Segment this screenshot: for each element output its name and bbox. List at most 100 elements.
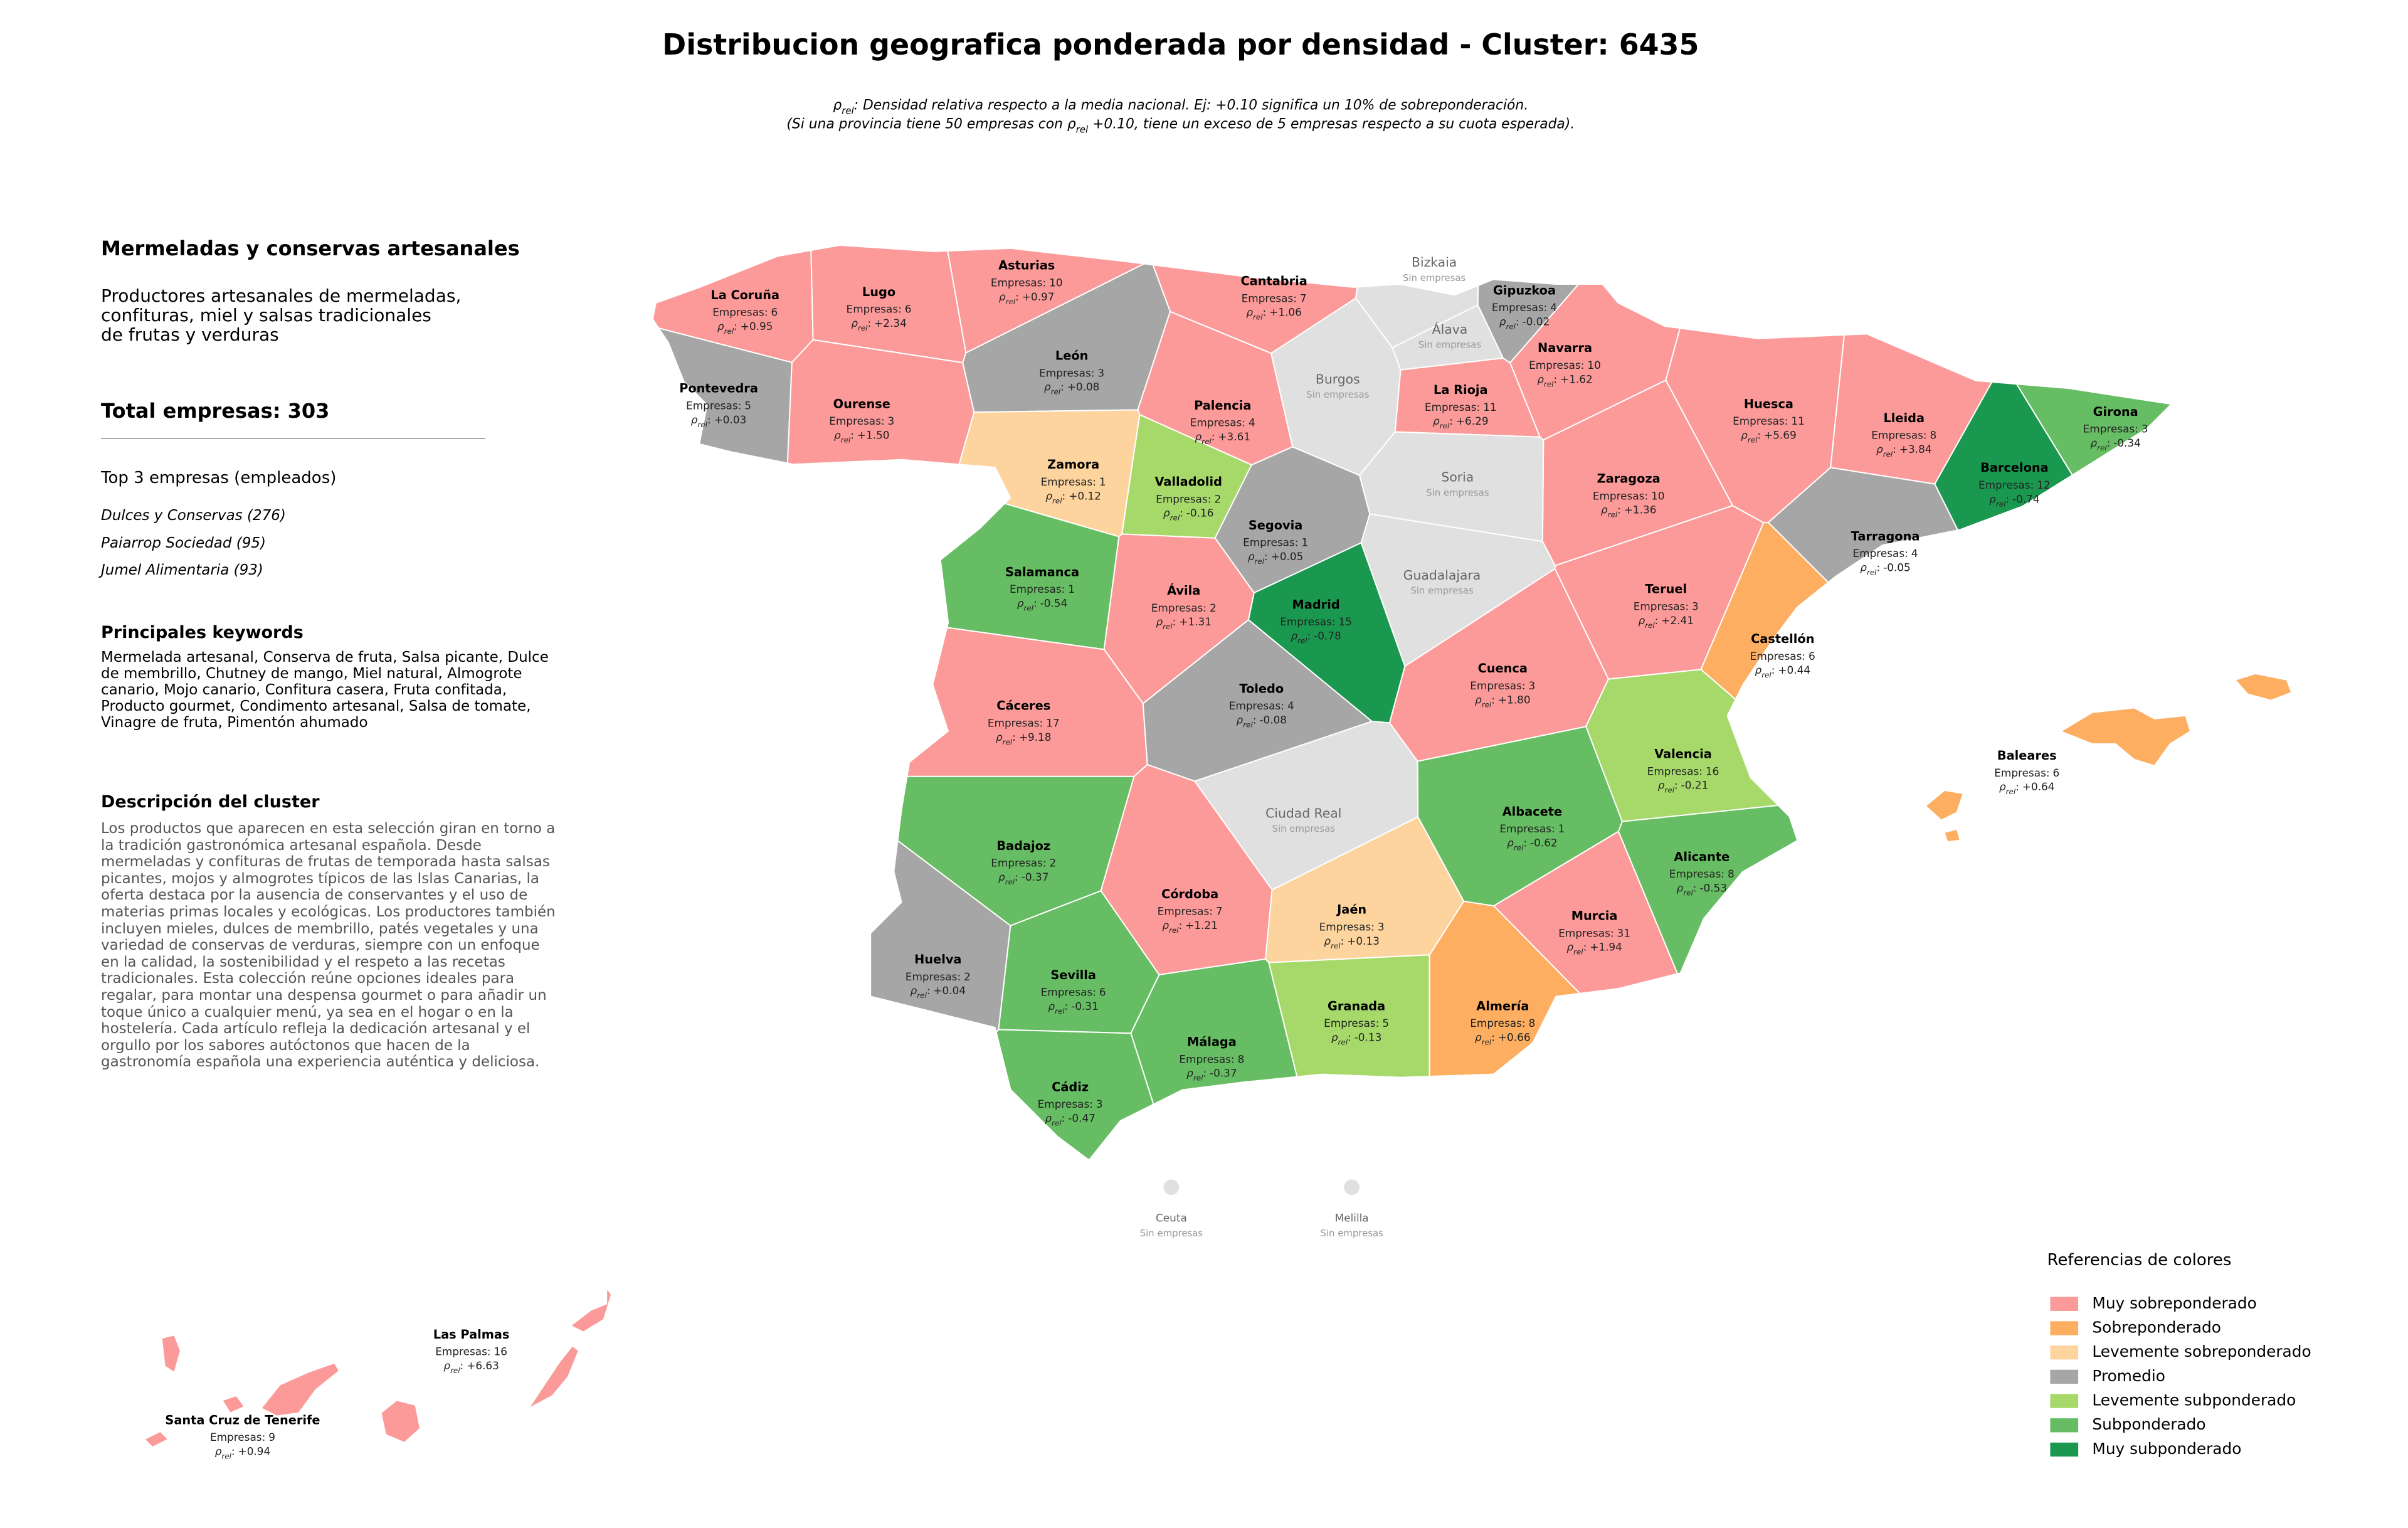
rho-symbol: ρ [1741,429,1748,442]
province-count: Empresas: 16 [435,1345,507,1358]
rho-sub: rel [1573,947,1583,956]
province-count: Empresas: 8 [1871,429,1936,442]
rho-value: -0.16 [1186,507,1214,519]
count-value: 4 [1911,547,1918,560]
legend-label: Muy sobreponderado [2092,1294,2256,1312]
rho-symbol: ρ [911,984,917,997]
count-label: Empresas: [712,306,768,319]
no-data-note: Sin empresas [1140,1228,1203,1239]
count-label: Empresas: [991,857,1046,869]
province-rho: ρrel: -0.37 [1186,1067,1237,1082]
rho-sep: : [1012,731,1016,743]
map-title: Distribucion geografica ponderada por de… [662,28,1699,61]
islands [144,673,2292,1448]
rho-sep: : [1516,316,1519,328]
province-name: Santa Cruz de Tenerife [165,1413,320,1427]
province-name: La Rioja [1434,383,1488,397]
rho-symbol: ρ [1291,630,1297,642]
rho-value: +1.06 [1269,306,1302,319]
rho-sep: : [867,317,871,329]
province-count: Empresas: 2 [1151,602,1217,614]
count-value: 6 [771,306,778,319]
count-value: 7 [1300,292,1307,304]
count-label: Empresas: [1039,366,1094,379]
rho-value: +5.69 [1764,429,1797,442]
province-rho: ρrel: -0.74 [1989,492,2039,508]
rho-sub: rel [1645,620,1655,629]
count-label: Empresas: [1853,547,1908,560]
rho-value: -0.74 [2012,492,2040,505]
count-label: Empresas: [1041,475,1096,488]
province-name: Sevilla [1050,968,1096,982]
rho-sub: rel [1883,449,1893,458]
count-value: 8 [1728,867,1735,880]
province-area [1360,513,1556,667]
rho-symbol: ρ [215,1445,222,1457]
rho-sub: rel [1867,568,1877,576]
rho-sep: : [231,1445,235,1457]
province-name: Albacete [1502,804,1562,819]
rho-sub: rel [2006,787,2016,796]
province-count: Empresas: 31 [1558,926,1630,939]
rho-value: -0.62 [1530,837,1558,849]
province-rho: ρrel: +3.84 [1876,443,1932,459]
province-count: Empresas: 3 [2083,423,2148,435]
rho-symbol: ρ [691,413,698,426]
rho-symbol: ρ [717,320,724,332]
no-data-note: Sin empresas [1306,389,1370,400]
province-count: Empresas: 3 [1470,679,1535,692]
rho-sub: rel [1331,941,1341,950]
rho-value: -0.54 [1040,597,1068,609]
city-area [1344,1179,1360,1196]
rho-value: -0.02 [1523,316,1550,328]
count-value: 5 [1382,1017,1389,1029]
rho-sub: rel [858,323,868,332]
province-count: Empresas: 4 [1853,547,1918,560]
rho-sep: : [1060,381,1064,393]
total-label: Total empresas: [101,399,281,423]
rho-sub: rel [2097,443,2107,452]
note-text: +0.10, tiene un exceso de 5 empresas res… [1088,116,1575,132]
rho-value: -0.34 [2113,437,2141,449]
cluster-description: Los productos que aparecen en esta selec… [101,820,556,1071]
rho-symbol: ρ [1638,614,1645,627]
rho-sep: : [734,320,737,332]
province-rho: ρrel: +1.06 [1246,306,1302,322]
province-rho: ρrel: +0.05 [1248,550,1304,565]
rho-value: +2.41 [1661,614,1694,627]
rho-sub: rel [1253,312,1263,321]
province-rho: ρrel: +2.41 [1638,614,1694,630]
rho-sep: : [1179,919,1183,931]
rho-sep: : [2015,780,2019,793]
province-count: Empresas: 11 [1425,401,1497,413]
count-value: 9 [268,1431,275,1443]
province-name: Cuenca [1478,661,1528,676]
rho-sep: : [1173,615,1176,628]
province-count: Empresas: 17 [988,717,1060,730]
note-text: : Densidad relativa respecto a la media … [854,98,1528,114]
count-value: 16 [494,1345,507,1358]
rho-value: -0.53 [1699,881,1727,894]
rho-sep: : [460,1359,464,1372]
rho-value: +6.29 [1456,415,1489,427]
province-name: Madrid [1292,597,1340,612]
rho-sub: rel [1170,513,1180,522]
legend-swatch [2050,1394,2079,1408]
count-label: Empresas: [988,717,1043,730]
rho-symbol: ρ [1067,116,1076,132]
no-data-name: Bizkaia [1412,255,1457,270]
rho-value: +0.03 [714,413,747,426]
rho-sep: : [1263,306,1267,319]
province-count: Empresas: 2 [991,857,1056,869]
count-value: 17 [1046,717,1059,730]
province-rho: ρrel: -0.13 [1331,1031,1381,1046]
province-name: Cantabria [1240,274,1307,289]
rho-symbol: ρ [1331,1031,1338,1044]
rho-sub: rel [1243,720,1253,729]
count-value: 1 [1099,475,1106,488]
province-name: Córdoba [1161,887,1218,901]
count-label: Empresas: [1558,926,1613,939]
no-data-note: Sin empresas [1272,823,1336,834]
count-label: Empresas: [210,1431,265,1443]
legend-label: Levemente subponderado [2092,1391,2296,1409]
